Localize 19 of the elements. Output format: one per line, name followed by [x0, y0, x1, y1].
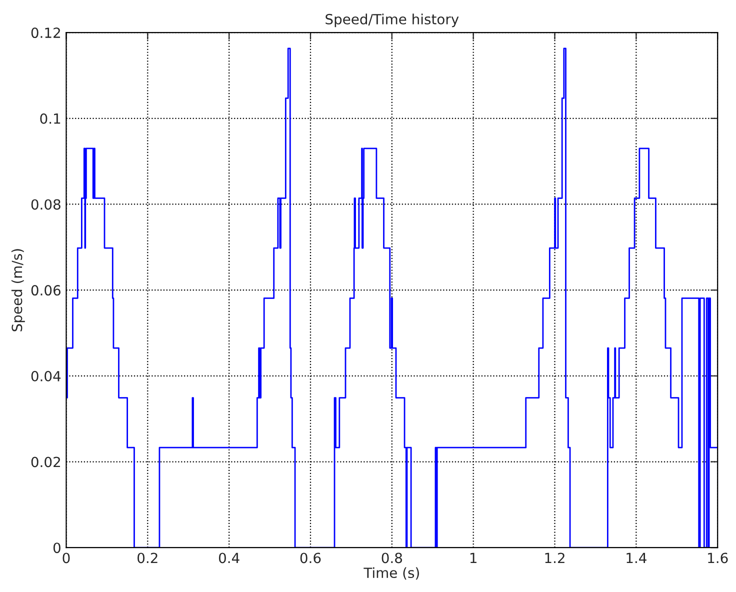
- x-axis-title: Time (s): [364, 567, 419, 580]
- y-tick-label: 0.1: [40, 113, 60, 124]
- x-tick-label: 1.6: [708, 552, 728, 564]
- y-tick-label: 0.02: [31, 456, 60, 468]
- x-tick-label: 1.4: [626, 552, 646, 564]
- x-tick-label: 1: [470, 552, 476, 564]
- x-tick-label: 0.2: [138, 552, 158, 564]
- x-tick-label: 0.4: [218, 552, 240, 564]
- y-axis-title: Speed (m/s): [11, 249, 25, 332]
- y-tick-label: 0.12: [31, 28, 60, 38]
- y-tick-label: 0.08: [31, 199, 60, 210]
- x-tick-label: 0.8: [382, 552, 402, 564]
- y-tick-label: 0.04: [31, 370, 61, 382]
- y-tick-label: 0.06: [31, 285, 61, 296]
- y-tick-label: 0: [53, 542, 60, 554]
- x-tick-label: 0: [62, 552, 70, 564]
- x-tick-label: 1.2: [545, 552, 564, 564]
- chart-title: Speed/Time history: [326, 14, 459, 28]
- x-tick-label: 0.6: [300, 552, 321, 564]
